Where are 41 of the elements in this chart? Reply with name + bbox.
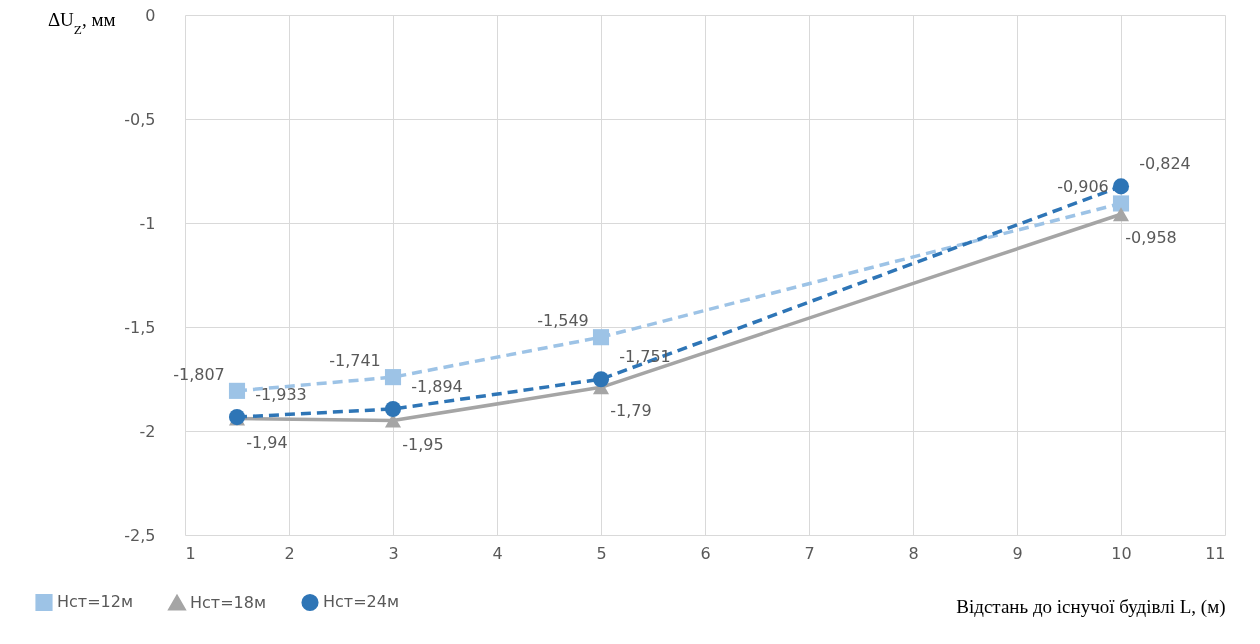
point bbox=[384, 369, 402, 386]
y-tick-label: 0 bbox=[145, 5, 156, 25]
data-label: -1,95 bbox=[402, 434, 444, 454]
point bbox=[1112, 178, 1130, 195]
x-tick-label: 8 bbox=[908, 543, 919, 563]
point bbox=[592, 329, 610, 346]
data-label: -1,79 bbox=[610, 401, 652, 421]
y-axis-title: ΔU$_{Z}$, мм bbox=[47, 8, 116, 36]
data-label: -1,741 bbox=[329, 351, 381, 371]
x-tick-label: 3 bbox=[388, 543, 399, 563]
data-label: -1,933 bbox=[255, 385, 307, 405]
point bbox=[1112, 207, 1130, 222]
legend-label: Нст=24м bbox=[323, 592, 399, 612]
y-tick-label: -2 bbox=[139, 421, 156, 441]
legend-label: Нст=12м bbox=[57, 592, 133, 612]
y-tick-label: -1 bbox=[139, 213, 156, 233]
point bbox=[384, 400, 402, 417]
x-axis-title: Відстань до існучої будівлі L, (м) bbox=[956, 595, 1226, 618]
point bbox=[228, 382, 246, 399]
data-label: -1,549 bbox=[537, 311, 589, 331]
data-label: -1,94 bbox=[246, 432, 288, 452]
data-label: -1,807 bbox=[173, 364, 225, 384]
x-tick-label: 11 bbox=[1205, 543, 1226, 563]
x-tick-label: 10 bbox=[1111, 543, 1132, 563]
x-tick-label: 6 bbox=[700, 543, 711, 563]
data-label: -0,824 bbox=[1139, 154, 1191, 174]
data-label: -0,906 bbox=[1057, 177, 1109, 197]
y-tick-label: -0,5 bbox=[124, 109, 156, 129]
data-label: -0,958 bbox=[1125, 228, 1177, 248]
x-tick-label: 5 bbox=[596, 543, 607, 563]
x-tick-label: 2 bbox=[284, 543, 295, 563]
x-tick-label: 9 bbox=[1012, 543, 1023, 563]
point bbox=[592, 371, 610, 388]
data-label: -1,894 bbox=[411, 376, 463, 396]
x-tick-label: 1 bbox=[185, 543, 196, 563]
y-tick-label: -1,5 bbox=[124, 317, 156, 337]
point bbox=[1112, 195, 1130, 212]
legend-label: Нст=18м bbox=[190, 592, 266, 612]
x-tick-label: 7 bbox=[804, 543, 815, 563]
y-tick-label: -2,5 bbox=[124, 525, 156, 545]
x-tick-label: 4 bbox=[492, 543, 503, 563]
